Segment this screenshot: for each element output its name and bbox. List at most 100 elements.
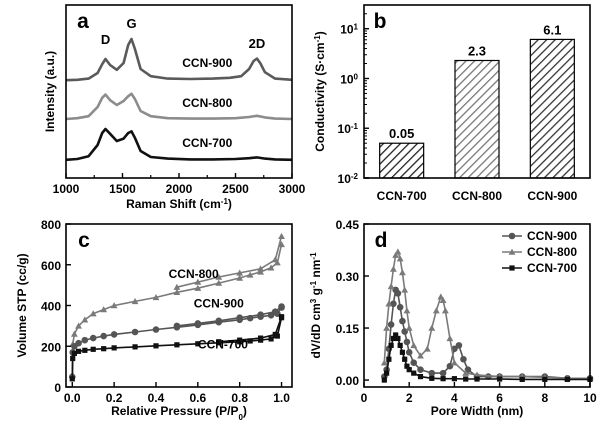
data-point: [394, 290, 402, 297]
x-tick-label: 1500: [109, 182, 136, 196]
data-point: [417, 373, 424, 380]
bar-CCN-800: 2.3 CCN-800: [452, 43, 502, 203]
x-tick-label: 4: [451, 391, 458, 405]
data-point: [111, 345, 117, 351]
data-point: [173, 322, 181, 330]
y-tick-label: 0.45: [336, 218, 360, 232]
data-point: [564, 376, 570, 382]
data-point: [70, 355, 76, 362]
panel-d: 0 2 4 6 8 100.000.150.300.45CCN-900CCN-800CCN…: [309, 218, 597, 418]
data-point: [440, 376, 446, 382]
data-point: [236, 314, 243, 322]
data-point: [258, 335, 264, 341]
data-point: [81, 316, 89, 323]
data-point: [403, 338, 411, 346]
y-tick-label: 0: [54, 381, 61, 395]
x-axis-label: Relative Pressure (P/P0): [111, 404, 247, 422]
y-tick-label: 101: [340, 22, 358, 37]
x-tick-label: CCN-900: [527, 189, 577, 203]
x-tick-label: CCN-700: [377, 189, 427, 203]
x-tick-label: 2000: [166, 182, 193, 196]
data-point: [174, 342, 180, 348]
data-point: [432, 307, 440, 314]
y-tick-label: 100: [340, 72, 358, 87]
series-line: [65, 37, 293, 82]
data-point: [387, 321, 395, 328]
data-point: [395, 335, 401, 342]
x-tick-label: 10: [583, 391, 597, 405]
data-point: [406, 367, 412, 373]
data-point: [397, 342, 403, 348]
data-point: [70, 330, 78, 337]
series-label: CCN-900: [194, 297, 244, 311]
x-tick-label: 1000: [53, 182, 80, 196]
label-part: dV/dD cm: [309, 303, 323, 358]
data-point: [399, 349, 406, 355]
y-tick-label: 400: [41, 300, 61, 314]
label-part: ): [228, 197, 232, 211]
label-part: -2: [351, 172, 359, 181]
data-point: [75, 339, 82, 347]
data-point: [428, 324, 436, 331]
label-part: 10: [338, 172, 352, 186]
x-tick-label: 0.8: [231, 391, 248, 405]
series-label: CCN-800: [169, 267, 219, 281]
y-tick-label: 0.30: [336, 270, 360, 284]
series-line: [65, 92, 293, 121]
data-point: [446, 335, 454, 342]
data-point: [153, 343, 159, 349]
data-point: [100, 306, 108, 313]
data-point: [71, 350, 77, 356]
data-point: [519, 376, 525, 382]
bar-value-label: 0.05: [389, 126, 414, 141]
data-point: [132, 344, 138, 350]
data-point: [173, 283, 181, 290]
data-point: [215, 273, 223, 280]
data-point: [411, 370, 417, 376]
data-point: [404, 363, 410, 369]
data-point: [131, 298, 139, 305]
legend-marker: [508, 232, 516, 240]
data-point: [417, 366, 424, 373]
data-point: [89, 334, 97, 342]
data-point: [90, 346, 96, 352]
y-tick-label: 0.00: [336, 374, 360, 388]
data-point: [460, 355, 467, 363]
data-point: [246, 271, 254, 278]
label-part: 10: [338, 122, 352, 136]
x-tick-label: 8: [541, 391, 548, 405]
panel-letter: a: [77, 10, 89, 33]
y-axis-label: Intensity (a.u.): [43, 51, 57, 132]
data-point: [271, 256, 279, 263]
data-point: [399, 317, 406, 325]
bar-CCN-900: 6.1 CCN-900: [527, 22, 577, 203]
panel-c: CCN-800 CCN-900 CCN-700 0.0 0.2 0.4 0.6 0.8 1.0 0…: [15, 218, 293, 422]
data-point: [75, 348, 82, 354]
data-point: [278, 303, 285, 310]
data-point: [236, 274, 244, 281]
data-point: [267, 264, 275, 271]
label-part: Relative Pressure (P/P: [111, 404, 238, 418]
legend-entry: CCN-800: [527, 245, 577, 259]
data-point: [131, 328, 139, 336]
data-point: [497, 376, 503, 382]
x-tick-label: 0.2: [106, 391, 123, 405]
bar: [529, 38, 575, 179]
plot-frame: [363, 223, 591, 388]
x-tick-label: 2500: [222, 182, 249, 196]
data-point: [257, 311, 264, 318]
label-part: ): [243, 404, 247, 418]
x-tick-label: 1.0: [273, 391, 290, 405]
data-point: [446, 362, 454, 370]
series-label: CCN-900: [182, 56, 232, 70]
data-point: [451, 359, 458, 366]
data-point: [390, 335, 396, 342]
label-part: Conductivity (S·cm: [313, 42, 327, 151]
x-tick-label: 3000: [279, 182, 306, 196]
series-label: CCN-700: [198, 337, 248, 351]
data-point: [386, 356, 392, 362]
series-CCN-700: CCN-700: [65, 127, 293, 162]
x-axis-label: Pore Width (nm): [431, 404, 524, 418]
data-point: [100, 332, 107, 340]
panel-letter: b: [374, 10, 387, 33]
